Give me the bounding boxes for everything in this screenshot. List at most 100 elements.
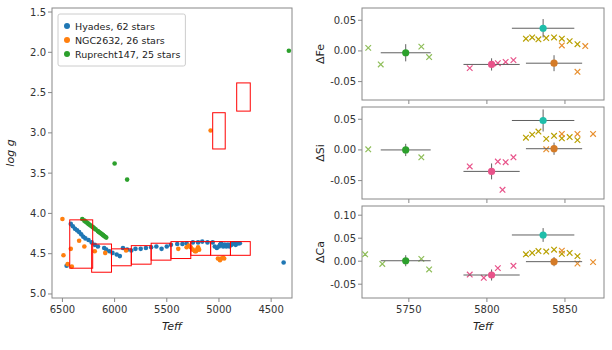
point — [287, 48, 292, 53]
x-tick — [486, 199, 487, 203]
series — [64, 222, 286, 268]
series — [381, 228, 582, 280]
cross-point — [575, 69, 581, 75]
cross-point — [536, 129, 542, 135]
cross-point — [551, 133, 557, 139]
plot: 650060005500500045001.52.02.53.03.54.04.… — [4, 7, 292, 333]
y-tick-label: 0.05 — [334, 15, 356, 26]
point — [281, 260, 286, 265]
legend-label: NGC2632, 26 stars — [75, 35, 165, 46]
y-tick — [48, 293, 52, 294]
cross-point — [536, 36, 542, 42]
point — [60, 217, 65, 222]
cross-point — [551, 247, 557, 253]
y-tick-label: 0.05 — [334, 233, 356, 244]
cross-point — [511, 263, 517, 269]
cross-point — [575, 41, 581, 47]
region-box — [191, 242, 211, 256]
cross-point — [559, 131, 565, 137]
y-tick-label: 0.00 — [334, 45, 356, 56]
y-axis-label: ΔCa — [314, 241, 327, 263]
legend-marker — [64, 51, 70, 57]
region-box — [151, 243, 171, 260]
y-tick-label: 0.00 — [334, 256, 356, 267]
cross-point — [495, 60, 501, 66]
x-tick — [218, 298, 219, 302]
region-box — [131, 246, 151, 265]
series — [365, 44, 431, 67]
x-axis-label: Teff — [473, 320, 494, 333]
plot: -0.050.000.05ΔSi — [314, 107, 604, 203]
cross-point — [590, 131, 596, 137]
point — [550, 60, 557, 67]
marks — [60, 48, 291, 272]
legend-marker — [64, 23, 70, 29]
series — [467, 263, 516, 281]
y-tick-label: 0.00 — [334, 144, 356, 155]
cross-point — [419, 154, 425, 160]
cross-point — [467, 164, 473, 170]
point — [488, 168, 495, 175]
cross-point — [543, 249, 549, 255]
x-tick-label: 5750 — [396, 304, 421, 315]
point — [164, 244, 169, 249]
point — [138, 247, 143, 252]
y-tick — [358, 119, 362, 120]
x-tick — [408, 298, 409, 302]
point — [103, 251, 108, 256]
y-tick-label: 1.5 — [30, 7, 46, 18]
series — [559, 248, 596, 266]
series — [523, 35, 580, 47]
plot-frame — [362, 206, 604, 298]
point — [77, 239, 82, 244]
series — [80, 48, 291, 239]
point — [180, 242, 185, 247]
x-axis-label: Teff — [162, 320, 183, 333]
point — [488, 271, 495, 278]
series — [381, 19, 582, 71]
series — [60, 128, 226, 269]
point — [154, 244, 159, 249]
legend-marker — [64, 37, 70, 43]
point — [205, 240, 210, 245]
cross-point — [365, 147, 371, 153]
y-tick — [358, 261, 362, 262]
point — [540, 231, 547, 238]
cross-point — [529, 250, 535, 256]
region-box — [213, 113, 226, 149]
marks — [365, 109, 595, 192]
point — [104, 235, 109, 240]
cross-point — [551, 35, 557, 41]
x-tick — [271, 298, 272, 302]
y-tick-label: -0.05 — [330, 279, 356, 290]
cross-point — [503, 159, 509, 165]
x-tick-label: 5000 — [206, 304, 231, 315]
cross-point — [575, 253, 581, 259]
series — [559, 43, 588, 75]
y-tick — [358, 215, 362, 216]
point — [488, 61, 495, 68]
x-tick — [564, 100, 565, 104]
cross-point — [365, 45, 371, 51]
y-tick — [358, 50, 362, 51]
y-axis-label: ΔFe — [314, 44, 327, 64]
x-tick-label: 6500 — [50, 304, 75, 315]
y-tick-label: -0.05 — [330, 175, 356, 186]
point — [110, 251, 115, 256]
y-tick-label: -0.05 — [330, 76, 356, 87]
cross-point — [582, 43, 588, 49]
point — [96, 244, 101, 249]
point — [133, 247, 138, 252]
x-tick — [564, 298, 565, 302]
cross-point — [590, 259, 596, 265]
cross-point — [567, 38, 573, 44]
series — [467, 154, 516, 192]
x-tick — [486, 298, 487, 302]
cross-point — [529, 132, 535, 138]
cross-point — [567, 250, 573, 256]
cross-point — [559, 43, 565, 49]
y-axis-label: log g — [4, 139, 17, 166]
y-tick — [48, 213, 52, 214]
plot: -0.05 0.00 0.05 ΔFe — [314, 8, 604, 104]
point — [540, 117, 547, 124]
